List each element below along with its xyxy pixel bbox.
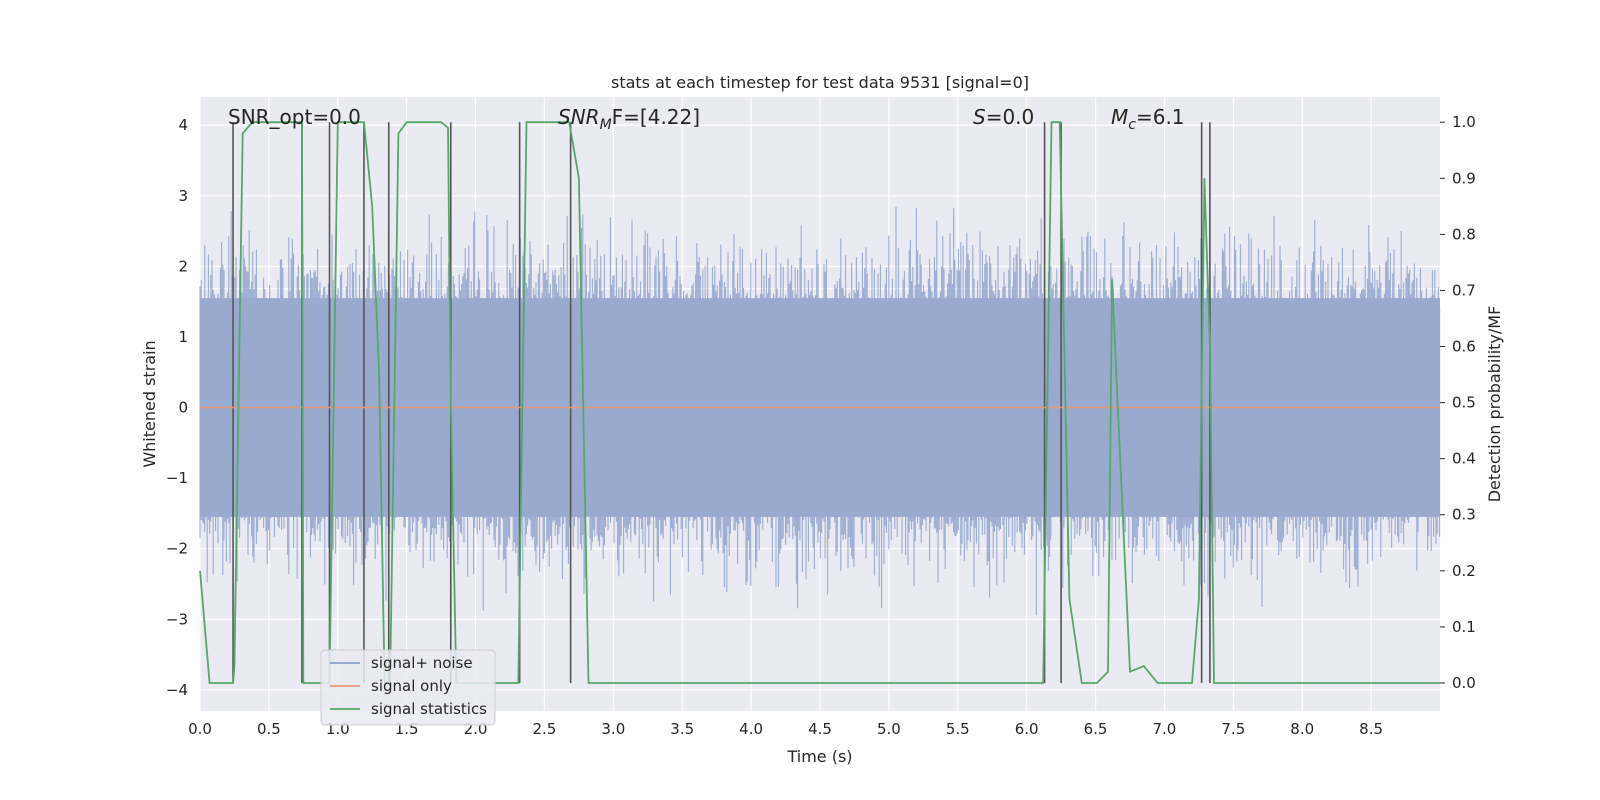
left-y-tick-label: −2 [166,540,188,558]
annotation-snr-opt: SNR_opt=0.0 [228,105,361,129]
right-y-tick-label: 0.0 [1452,674,1476,692]
right-y-tick-label: 1.0 [1452,113,1476,131]
right-y-tick-label: 0.2 [1452,562,1476,580]
annotation-mc: Mc=6.1 [1111,105,1185,133]
left-y-tick-label: 4 [178,116,188,134]
right-y-tick-label: 0.8 [1452,225,1476,243]
x-tick-label: 8.5 [1359,720,1383,738]
right-y-ticks: 0.0 0.1 0.2 0.3 0.4 0.5 0.6 0.7 0.8 0.9 1.0 [1440,113,1476,692]
x-tick-label: 0.0 [188,720,212,738]
x-tick-label: 5.5 [946,720,970,738]
x-tick-label: 6.0 [1015,720,1039,738]
x-tick-label: 7.0 [1153,720,1177,738]
right-y-tick-label: 0.1 [1452,618,1476,636]
left-y-ticks: −4 −3 −2 −1 0 1 2 3 4 [166,116,188,699]
annotation-snr-mf-rest: F=[4.22] [612,105,700,129]
annotation-snr-mf-main: SNR [558,105,600,129]
left-y-tick-label: 0 [178,399,188,417]
x-tick-label: 4.5 [808,720,832,738]
right-y-tick-label: 0.9 [1452,169,1476,187]
x-axis-label: Time (s) [786,747,852,766]
annotation-s-rest: =0.0 [986,105,1035,129]
legend: signal+ noise signal only signal statist… [320,649,496,726]
right-y-tick-label: 0.7 [1452,281,1476,299]
left-y-tick-label: 2 [178,257,188,275]
left-y-axis-label: Whitened strain [140,340,159,467]
annotation-mc-main: M [1111,105,1128,129]
left-y-tick-label: −1 [166,469,188,487]
x-tick-label: 3.0 [601,720,625,738]
left-y-tick-label: 3 [178,187,188,205]
annotation-snr-mf: SNRMF=[4.22] [558,105,700,133]
left-y-tick-label: −4 [166,681,188,699]
annotation-s-main: S [973,105,986,129]
right-y-tick-label: 0.4 [1452,450,1476,468]
annotation-s: S=0.0 [973,105,1034,129]
annotation-mc-rest: =6.1 [1136,105,1185,129]
right-y-tick-label: 0.5 [1452,394,1476,412]
legend-label-signal-only: signal only [371,677,452,695]
chart-title: stats at each timestep for test data 953… [611,73,1029,92]
x-tick-label: 6.5 [1084,720,1108,738]
signal-statistics-series [199,121,1440,684]
x-tick-label: 3.5 [670,720,694,738]
legend-label-noise: signal+ noise [371,654,473,672]
x-tick-label: 4.0 [739,720,763,738]
legend-label-statistics: signal statistics [371,700,487,718]
annotation-snr-mf-sub: M [600,117,612,133]
x-tick-label: 0.5 [257,720,281,738]
left-y-tick-label: 1 [178,328,188,346]
x-tick-label: 7.5 [1221,720,1245,738]
right-y-axis-label: Detection probability/MF [1485,306,1504,503]
annotation-mc-sub: c [1128,117,1136,133]
legend-box [320,649,496,726]
left-y-tick-label: −3 [166,610,188,628]
x-tick-label: 5.0 [877,720,901,738]
x-tick-label: 2.5 [533,720,557,738]
x-tick-label: 8.0 [1290,720,1314,738]
right-y-tick-label: 0.6 [1452,338,1476,356]
right-y-tick-label: 0.3 [1452,506,1476,524]
